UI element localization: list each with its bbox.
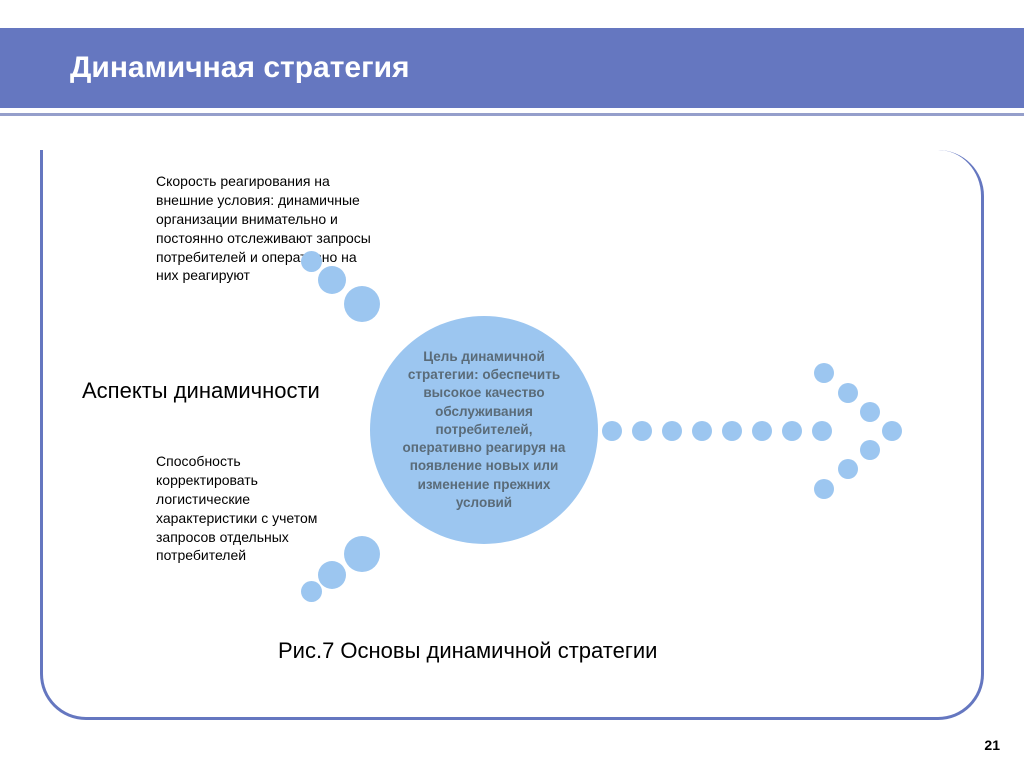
arrow-head-dot bbox=[814, 363, 834, 383]
trail-dot bbox=[301, 581, 322, 602]
title-bar: Динамичная стратегия bbox=[0, 28, 1024, 108]
page-title: Динамичная стратегия bbox=[70, 51, 410, 85]
arrow-head-dot bbox=[860, 402, 880, 422]
aspects-label: Аспекты динамичности bbox=[82, 378, 320, 404]
arrow-dot bbox=[602, 421, 622, 441]
arrow-dot bbox=[662, 421, 682, 441]
trail-dot bbox=[344, 536, 380, 572]
arrow-head-dot bbox=[882, 421, 902, 441]
figure-caption: Рис.7 Основы динамичной стратегии bbox=[278, 638, 657, 664]
arrow-head-dot bbox=[814, 479, 834, 499]
center-circle: Цель динамичной стратегии: обеспечить вы… bbox=[370, 316, 598, 544]
top-text-block: Скорость реагирования на внешние условия… bbox=[156, 172, 374, 285]
arrow-dot bbox=[632, 421, 652, 441]
trail-dot bbox=[301, 251, 322, 272]
bottom-text-block: Способность корректировать логистические… bbox=[156, 452, 346, 565]
arrow-dot bbox=[782, 421, 802, 441]
arrow-dot bbox=[752, 421, 772, 441]
arrow-head-dot bbox=[838, 383, 858, 403]
arrow-dot bbox=[722, 421, 742, 441]
trail-dot bbox=[318, 266, 346, 294]
arrow-dot bbox=[692, 421, 712, 441]
trail-dot bbox=[344, 286, 380, 322]
trail-dot bbox=[318, 561, 346, 589]
page-number: 21 bbox=[984, 737, 1000, 753]
center-circle-text: Цель динамичной стратегии: обеспечить вы… bbox=[398, 348, 570, 512]
arrow-head-dot bbox=[860, 440, 880, 460]
title-underline bbox=[0, 113, 1024, 116]
arrow-head-dot bbox=[838, 459, 858, 479]
arrow-dot bbox=[812, 421, 832, 441]
